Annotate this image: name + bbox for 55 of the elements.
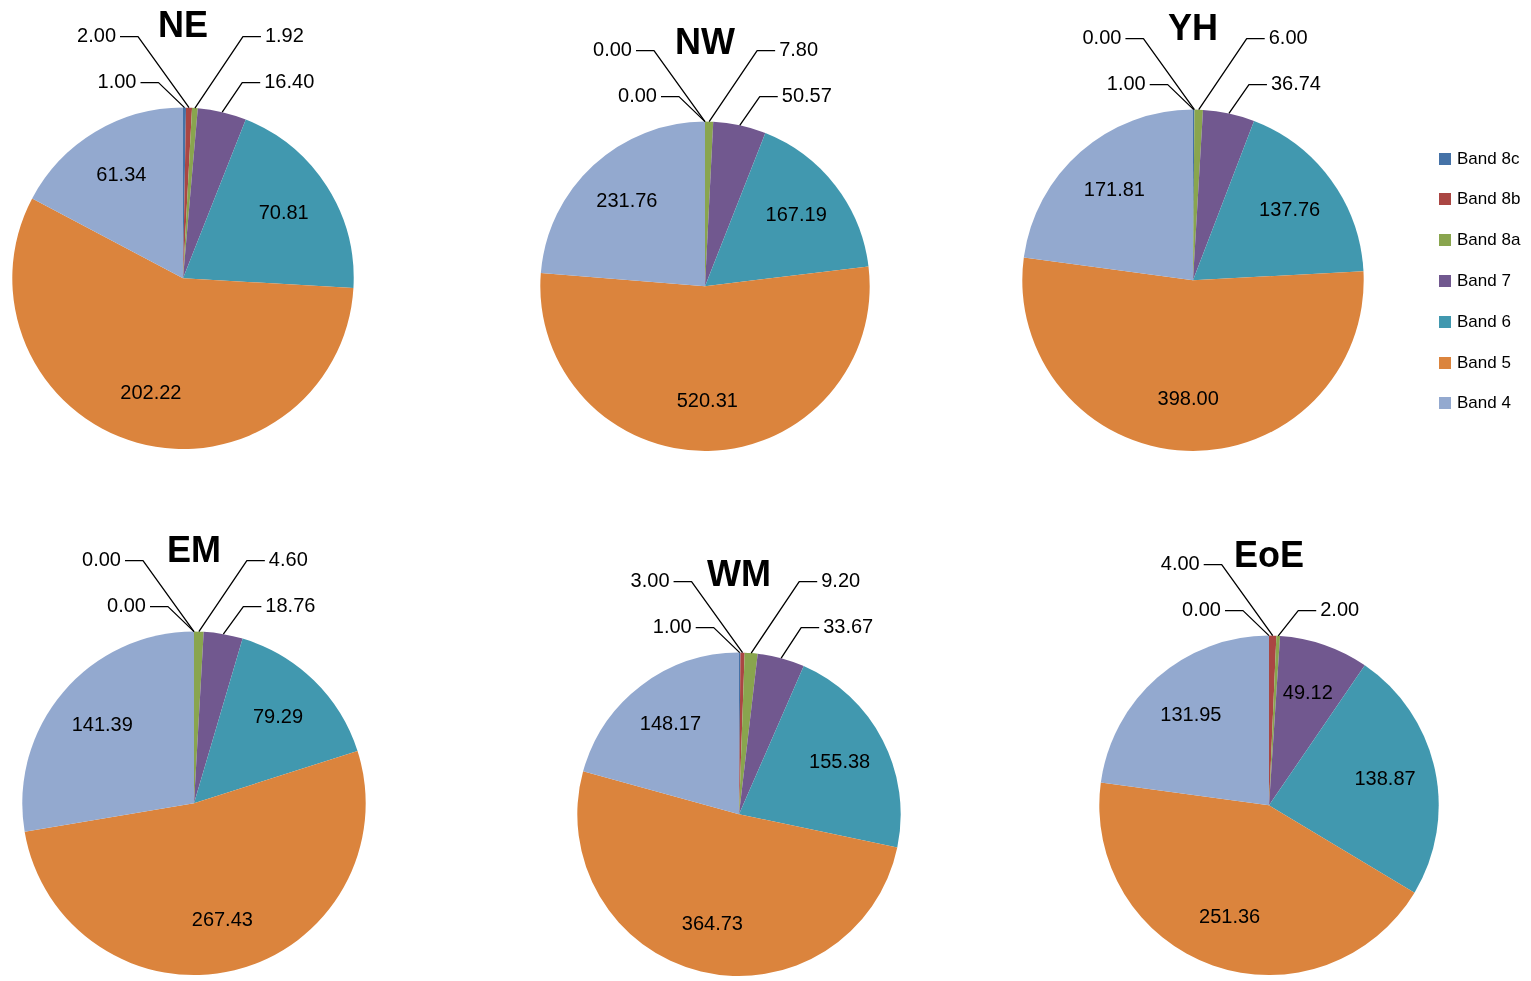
chart-title: YH [1167, 6, 1219, 48]
text: 0.00 [107, 594, 146, 617]
data-label: 138.87 [1354, 767, 1416, 790]
legend-label: Band 8c [1457, 148, 1520, 169]
legend-label: Band 7 [1457, 270, 1511, 291]
data-label: 7.80 [779, 38, 819, 61]
data-label: 171.81 [1083, 178, 1145, 201]
data-label: 1.00 [1106, 72, 1146, 95]
data-label: 36.74 [1270, 72, 1322, 95]
chart-title: NW [675, 20, 736, 62]
data-label: 33.67 [823, 615, 874, 638]
data-label: 1.00 [652, 615, 692, 638]
chart-title: WM [707, 552, 771, 594]
data-label: 3.00 [630, 569, 670, 592]
chart-title: EoE [1233, 533, 1305, 575]
chart-title: EM [167, 528, 221, 570]
data-label: 18.76 [265, 594, 316, 617]
data-label: 141.39 [71, 713, 133, 736]
data-label: 9.20 [821, 569, 861, 592]
data-label: 1.92 [264, 24, 304, 47]
data-label: 49.12 [1282, 680, 1333, 703]
data-label: 1.00 [97, 70, 137, 93]
data-label: 6.00 [1268, 26, 1308, 49]
data-label: 137.76 [1259, 197, 1321, 220]
data-label: 398.00 [1157, 387, 1219, 410]
text: 0.00 [593, 38, 632, 61]
data-label: 251.36 [1199, 905, 1261, 928]
text: 0.00 [1182, 598, 1221, 621]
data-label: 167.19 [765, 203, 827, 226]
data-label: 131.95 [1160, 703, 1222, 726]
text: 0.00 [1082, 26, 1122, 49]
data-label: 70.81 [258, 201, 309, 224]
data-label: 148.17 [639, 712, 701, 735]
data-label: 364.73 [681, 912, 743, 935]
data-label: 79.29 [252, 705, 304, 728]
data-label: 2.00 [1320, 598, 1360, 621]
legend-label: Band 6 [1457, 311, 1511, 332]
data-label: 520.31 [676, 389, 738, 412]
legend-label: Band 5 [1457, 352, 1511, 373]
data-label: 231.76 [596, 189, 658, 212]
data-label: 202.22 [120, 381, 182, 404]
data-label: 50.57 [781, 84, 832, 107]
data-label: 267.43 [191, 908, 253, 931]
legend-label: Band 4 [1457, 393, 1511, 414]
data-label: 16.40 [264, 70, 315, 93]
text: 0.00 [82, 548, 121, 571]
chart-title: NE [157, 3, 209, 45]
legend-label: Band 8b [1457, 189, 1521, 210]
legend-label: Band 8a [1457, 230, 1521, 251]
data-label: 4.00 [1160, 552, 1200, 575]
data-label: 61.34 [96, 163, 147, 186]
data-label: 4.60 [268, 548, 308, 571]
text: 0.00 [618, 84, 657, 107]
data-label: 155.38 [809, 750, 871, 773]
data-label: 2.00 [77, 24, 117, 47]
